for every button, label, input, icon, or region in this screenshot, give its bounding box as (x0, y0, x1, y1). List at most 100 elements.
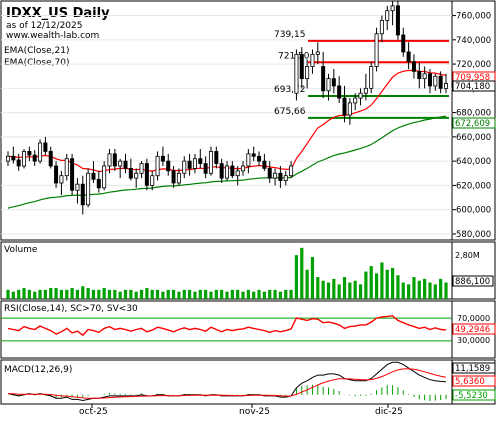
candle-body (443, 83, 449, 89)
volume-bar (33, 291, 37, 299)
candle-body (241, 165, 246, 172)
candle-body (150, 175, 155, 186)
volume-bar (396, 275, 400, 299)
volume-bar (166, 289, 170, 299)
candle-body (102, 165, 107, 189)
candle-body (171, 170, 176, 184)
candle-body (118, 160, 123, 167)
volume-bar (86, 288, 90, 299)
candle-body (155, 155, 160, 177)
volume-bar (139, 289, 144, 299)
site-url: www.wealth-lab.com (6, 31, 99, 41)
candle-body (433, 75, 438, 87)
legend-ema70: EMA(Close,70) (4, 58, 69, 68)
price-tick-label: 580,000 (456, 230, 491, 240)
candle-body (299, 53, 304, 80)
level-label: 675,66 (274, 107, 306, 117)
price-tick-label: 740,000 (456, 36, 491, 46)
volume-bar (348, 282, 352, 299)
macd-badge-label: 11,1589 (455, 364, 490, 374)
price-tick-label: 620,000 (456, 181, 491, 191)
volume-bar (91, 289, 96, 299)
price-tick-label: 660,000 (456, 133, 491, 143)
volume-bar (300, 247, 304, 299)
volume-bar (107, 289, 112, 299)
candle-body (411, 61, 416, 72)
candle-body (208, 151, 213, 174)
candle-body (16, 159, 21, 167)
candle-body (273, 172, 278, 179)
volume-bar (177, 291, 181, 299)
volume-bar (113, 289, 117, 299)
volume-bar (369, 266, 373, 299)
volume-bar (59, 289, 64, 299)
candle-body (54, 165, 59, 184)
volume-bar (102, 288, 106, 299)
candle-body (230, 165, 235, 177)
candle-body (59, 175, 64, 184)
candle-body (203, 163, 208, 174)
volume-bar (273, 289, 277, 299)
candle-body (224, 165, 230, 179)
volume-bar (38, 289, 42, 299)
candle-body (246, 153, 251, 167)
price-tick-label: 720,000 (456, 60, 491, 70)
candle-body (401, 34, 406, 53)
volume-badge-label: 886,100 (455, 277, 490, 287)
volume-bar (225, 291, 229, 299)
volume-bar (268, 289, 272, 299)
candle-body (27, 151, 32, 156)
volume-bar (49, 288, 53, 299)
rsi-badge-label: 49,2946 (455, 325, 490, 335)
candle-body (91, 172, 96, 180)
candle-body (305, 66, 310, 80)
volume-bar (134, 291, 138, 299)
volume-bar (337, 284, 341, 299)
price-badge-label: 672,609 (455, 119, 490, 129)
volume-badge (452, 275, 494, 287)
as-of-date: as of 12/12/2025 (6, 21, 82, 31)
candle-body (395, 5, 400, 36)
candle-body (112, 153, 117, 167)
candle-body (294, 53, 299, 94)
candle-body (379, 20, 384, 35)
x-label-oct: oct-25 (79, 407, 108, 417)
rsi-tick-30: 30,0000 (457, 336, 490, 345)
volume-bar (27, 289, 31, 299)
volume-bar (262, 291, 266, 299)
volume-bar (155, 289, 160, 299)
volume-tick-max: 2,80M (455, 251, 480, 260)
candle-body (337, 85, 342, 99)
price-badge (452, 117, 496, 129)
candle-body (182, 160, 187, 174)
volume-bar (54, 288, 58, 299)
volume-bar (358, 284, 363, 299)
volume-bar (198, 289, 202, 299)
rsi-line (7, 315, 447, 337)
volume-bar (214, 289, 218, 299)
volume-bar (353, 280, 357, 299)
price-badge-label: 704,180 (455, 82, 490, 92)
price-tick-label: 640,000 (456, 157, 491, 167)
volume-bar (171, 289, 176, 299)
candle-body (75, 183, 80, 191)
volume-bar (11, 291, 15, 299)
candle-body (417, 70, 422, 80)
candle-body (86, 172, 91, 206)
candle-body (267, 168, 272, 179)
volume-bar (230, 289, 234, 299)
volume-bar (321, 280, 325, 299)
volume-bar (6, 289, 10, 299)
volume-bar (278, 291, 283, 299)
volume-bar (332, 278, 336, 299)
volume-bar (161, 291, 165, 299)
candle-body (438, 75, 443, 89)
rsi-label: RSI(Close,14), SC>70, SV<30 (4, 304, 138, 314)
volume-bar (252, 291, 256, 299)
volume-bar (326, 282, 331, 299)
candle-body (406, 51, 411, 63)
volume-bar (423, 278, 427, 299)
volume-bar (289, 289, 293, 299)
candle-body (321, 66, 326, 92)
volume-bar (385, 269, 389, 299)
